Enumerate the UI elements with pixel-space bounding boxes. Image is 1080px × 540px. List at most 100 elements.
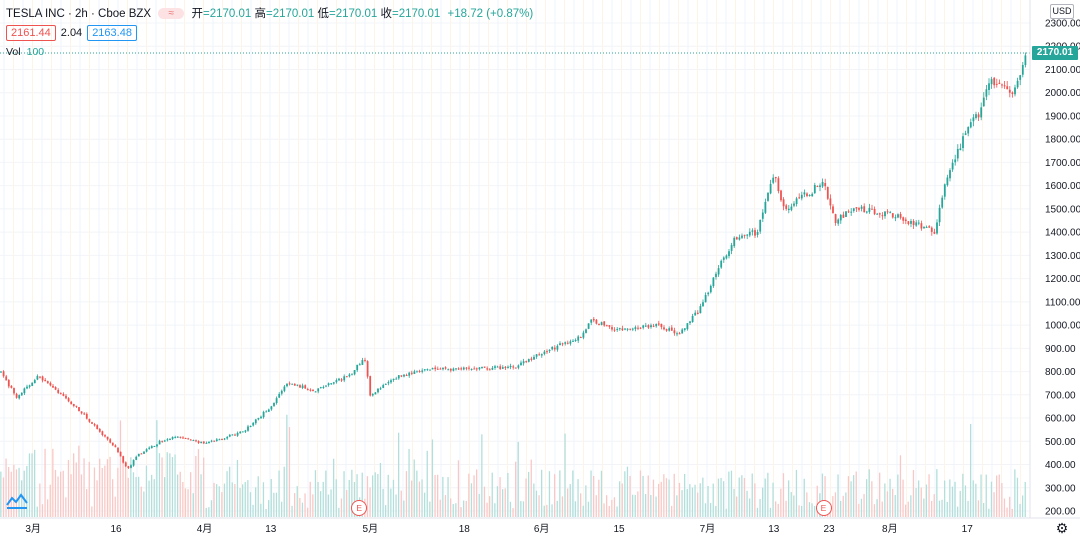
volume-bar	[645, 493, 647, 517]
volume-bar	[249, 492, 252, 517]
candle-body	[296, 384, 299, 386]
tradingview-logo-icon[interactable]	[5, 492, 29, 510]
price-axis[interactable]: 2300.002200.002100.002000.001900.001800.…	[1045, 19, 1080, 518]
candle-body	[1014, 87, 1016, 95]
time-axis[interactable]: 3月 16 4月 13 5月 18 6月 15 7月 13 23 8月 17	[25, 523, 973, 535]
volume-bar	[507, 472, 509, 517]
candle-body	[322, 386, 325, 388]
candle-body	[403, 374, 405, 377]
volume-bar	[593, 475, 595, 517]
candle-body	[569, 341, 572, 344]
candle-body	[946, 177, 949, 186]
candle-body	[239, 431, 242, 434]
volume-bar	[629, 475, 631, 517]
candle-body	[603, 321, 606, 326]
earnings-marker-icon[interactable]: E	[815, 500, 832, 516]
candle-body	[93, 424, 96, 426]
symbol-title[interactable]: TESLA INC · 2h · Cboe BZX	[6, 8, 152, 20]
price-tick-label: 1500.00	[1045, 204, 1080, 215]
candle-body	[176, 436, 179, 438]
volume-bar	[538, 495, 540, 517]
volume-bar	[920, 487, 922, 517]
volume-bar	[574, 501, 577, 517]
candle-body	[678, 333, 681, 335]
volume-bar	[637, 491, 639, 517]
volume-bar	[572, 470, 574, 517]
candle-body	[871, 208, 873, 210]
volume-bar	[86, 489, 88, 517]
volume-bar	[486, 502, 488, 517]
candle-body	[501, 367, 504, 369]
volume-bar	[853, 475, 855, 517]
candle-body	[304, 385, 307, 389]
volume-bar	[494, 503, 496, 517]
candle-body	[26, 386, 28, 389]
close-value: =2170.01	[392, 8, 441, 20]
candle-body	[101, 431, 104, 435]
volume-bar	[910, 495, 912, 517]
volume-bar	[897, 474, 899, 517]
candle-body	[707, 292, 710, 295]
volume-bar	[905, 504, 907, 517]
candle-body	[358, 364, 361, 366]
candle-body	[1011, 92, 1014, 95]
candle-body	[746, 234, 749, 236]
candle-body	[377, 388, 379, 393]
candle-body	[20, 392, 23, 396]
volume-bar	[902, 479, 904, 517]
bid-price-button[interactable]: 2161.44	[6, 25, 56, 41]
volume-bar	[491, 472, 493, 517]
volume-bar	[655, 496, 657, 517]
volume-bar	[725, 508, 727, 517]
volume-bar	[398, 432, 400, 517]
candle-body	[639, 327, 642, 329]
volume-bar	[382, 488, 384, 517]
volume-bar	[161, 457, 163, 517]
volume-bar	[106, 459, 109, 517]
candle-body	[556, 345, 559, 350]
gear-icon[interactable]: ⚙	[1055, 520, 1069, 536]
candle-body	[449, 368, 452, 371]
indicator-toggle-icon[interactable]: ≈	[158, 8, 185, 19]
time-tick-label: 17	[962, 524, 974, 535]
volume-bar	[158, 453, 161, 517]
candle-body	[148, 447, 151, 449]
candle-body	[119, 451, 122, 457]
candle-body	[964, 133, 967, 135]
volume-bar	[179, 471, 181, 517]
candle-body	[959, 148, 962, 151]
volume-bar	[668, 479, 670, 517]
volume-bar	[759, 498, 761, 517]
volume-bar	[5, 458, 7, 517]
candle-body	[520, 362, 522, 366]
price-tick-label: 500.00	[1045, 437, 1076, 448]
volume-bar	[712, 483, 714, 517]
candle-body	[338, 378, 340, 381]
currency-button[interactable]: USD	[1050, 4, 1074, 19]
volume-bar	[697, 492, 699, 517]
volume-bar	[569, 484, 571, 517]
candle-body	[910, 221, 912, 224]
volume-bar	[1009, 496, 1011, 517]
candle-body	[660, 323, 663, 328]
volume-bar	[658, 483, 660, 517]
ask-price-button[interactable]: 2163.48	[87, 25, 137, 41]
volume-bar	[933, 494, 935, 517]
candle-body	[629, 328, 632, 330]
volume-bar	[151, 474, 153, 517]
candle-body	[858, 208, 860, 210]
earnings-marker-icon[interactable]: E	[351, 500, 368, 516]
volume-bar	[975, 483, 977, 517]
price-tick-label: 600.00	[1045, 414, 1076, 425]
volume-bar	[424, 492, 426, 517]
volume-bar	[676, 495, 678, 517]
volume-bar	[234, 484, 236, 517]
volume-legend[interactable]: Vol 100	[6, 46, 44, 58]
candle-body	[262, 411, 265, 418]
candle-body	[197, 441, 200, 443]
price-tick-label: 800.00	[1045, 367, 1076, 378]
candle-body	[169, 439, 171, 441]
candle-body	[782, 199, 785, 207]
price-tick-label: 200.00	[1045, 507, 1076, 518]
